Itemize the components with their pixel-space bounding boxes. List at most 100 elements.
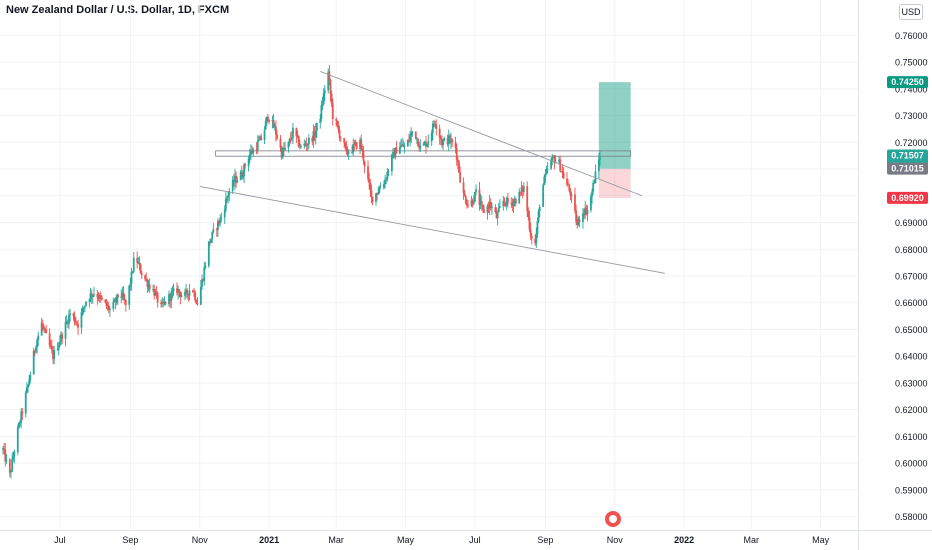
candle-body — [585, 207, 588, 214]
candle-body — [520, 187, 523, 193]
candle-body — [371, 196, 374, 202]
candle-body — [496, 212, 499, 219]
candle-body — [116, 294, 119, 298]
price-tick-label: 0.68000 — [895, 245, 928, 255]
candle-body — [279, 138, 282, 148]
candle-body — [488, 201, 491, 209]
candle-body — [464, 196, 467, 204]
currency-badge[interactable]: USD — [899, 4, 923, 20]
candle-body — [529, 229, 532, 236]
candle-body — [268, 120, 270, 122]
candle-body — [375, 193, 377, 202]
candle-body — [153, 289, 156, 296]
candle-body — [514, 198, 517, 204]
candle-body — [146, 280, 149, 288]
candle-body — [201, 279, 203, 287]
candle-body — [295, 127, 298, 137]
candle-body — [311, 137, 314, 142]
candle-body — [289, 138, 292, 140]
candle-body — [401, 144, 404, 146]
candle-body — [32, 350, 35, 375]
candle-body — [188, 290, 191, 296]
candle-body — [83, 305, 86, 308]
candle-body — [494, 207, 497, 213]
candle-body — [483, 209, 485, 213]
candle-body — [242, 175, 244, 178]
candle-body — [393, 152, 396, 158]
candle-body — [361, 148, 364, 151]
candle-body — [162, 302, 165, 304]
candle-body — [25, 387, 28, 393]
candle-body — [112, 302, 115, 309]
price-label-text: 0.69920 — [891, 193, 924, 203]
candle-body — [272, 120, 275, 128]
candle-body — [199, 286, 202, 305]
candle-body — [307, 137, 310, 144]
candle-body — [586, 210, 589, 214]
candle-body — [219, 217, 222, 224]
candle-body — [550, 160, 552, 169]
candle-body — [61, 334, 64, 339]
candle-body — [132, 257, 135, 272]
candle-body — [433, 123, 435, 125]
price-tick-label: 0.76000 — [895, 31, 928, 41]
candle-body — [292, 127, 294, 138]
candle-body — [489, 201, 492, 208]
candle-body — [252, 149, 255, 154]
candle-body — [169, 294, 172, 301]
candle-body — [416, 138, 418, 140]
candle-body — [418, 146, 421, 149]
candle-body — [170, 292, 173, 301]
candle-body — [80, 312, 83, 328]
candle-body — [486, 205, 489, 213]
candle-body — [239, 172, 242, 180]
price-label-text: 0.71015 — [891, 164, 924, 174]
candle-body — [58, 341, 61, 346]
candle-body — [234, 175, 236, 183]
candle-body — [359, 139, 361, 149]
candle-body — [502, 200, 505, 207]
candle-body — [114, 300, 117, 303]
candle-body — [458, 162, 460, 173]
candle-body — [138, 262, 141, 265]
candle-body — [351, 152, 353, 153]
candle-body — [427, 141, 430, 145]
candle-body — [566, 178, 568, 185]
candle-body — [305, 144, 308, 146]
candle-body — [296, 136, 299, 137]
candle-body — [96, 294, 99, 298]
candle-body — [249, 151, 252, 155]
candle-body — [430, 132, 433, 142]
price-tick-label: 0.63000 — [895, 378, 928, 388]
candle-body — [57, 345, 60, 350]
candle-body — [591, 191, 593, 197]
candle-body — [558, 159, 560, 162]
candle-body — [276, 134, 278, 139]
candle-body — [49, 345, 52, 347]
candle-body — [53, 350, 56, 360]
candle-body — [336, 120, 339, 126]
price-label-bg — [887, 76, 928, 89]
candle-body — [379, 187, 382, 189]
candle-body — [264, 121, 267, 130]
candle-body — [259, 136, 261, 141]
candle-body — [467, 205, 469, 207]
candle-body — [362, 150, 365, 161]
candle-body — [575, 210, 578, 222]
candle-body — [422, 143, 425, 146]
candle-body — [140, 273, 143, 276]
candle-body — [29, 374, 32, 381]
candle-body — [186, 289, 189, 294]
candle-body — [21, 411, 24, 414]
candle-body — [368, 178, 371, 183]
candle-body — [417, 138, 419, 147]
candle-body — [535, 233, 538, 244]
candle-body — [104, 299, 107, 303]
candle-body — [487, 205, 490, 209]
candle-body — [187, 293, 190, 296]
price-tick-label: 0.59000 — [895, 485, 928, 495]
candle-body — [538, 206, 541, 211]
candle-body — [155, 292, 158, 293]
candle-body — [491, 207, 493, 208]
